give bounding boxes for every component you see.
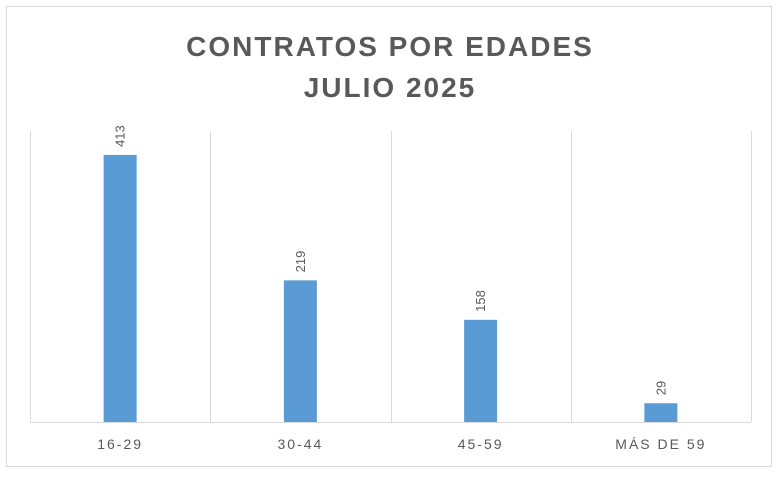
data-label: 29 (653, 381, 668, 395)
bar-30-44 (283, 280, 317, 422)
data-label: 158 (473, 290, 488, 312)
chart-title-line-1: CONTRATOS POR EDADES (186, 31, 594, 62)
x-tick-label: MÁS DE 59 (615, 436, 706, 452)
data-label: 413 (113, 125, 128, 147)
chart-title-line-2: JULIO 2025 (303, 72, 477, 103)
bar-más-de-59 (644, 403, 678, 422)
x-tick-label: 45-59 (458, 436, 504, 452)
bar-45-59 (464, 319, 498, 422)
data-label: 219 (293, 251, 308, 273)
x-tick-label: 30-44 (277, 436, 323, 452)
bar-16-29 (103, 154, 137, 422)
chart-title: CONTRATOS POR EDADES JULIO 2025 (0, 26, 780, 108)
x-tick-label: 16-29 (97, 436, 143, 452)
